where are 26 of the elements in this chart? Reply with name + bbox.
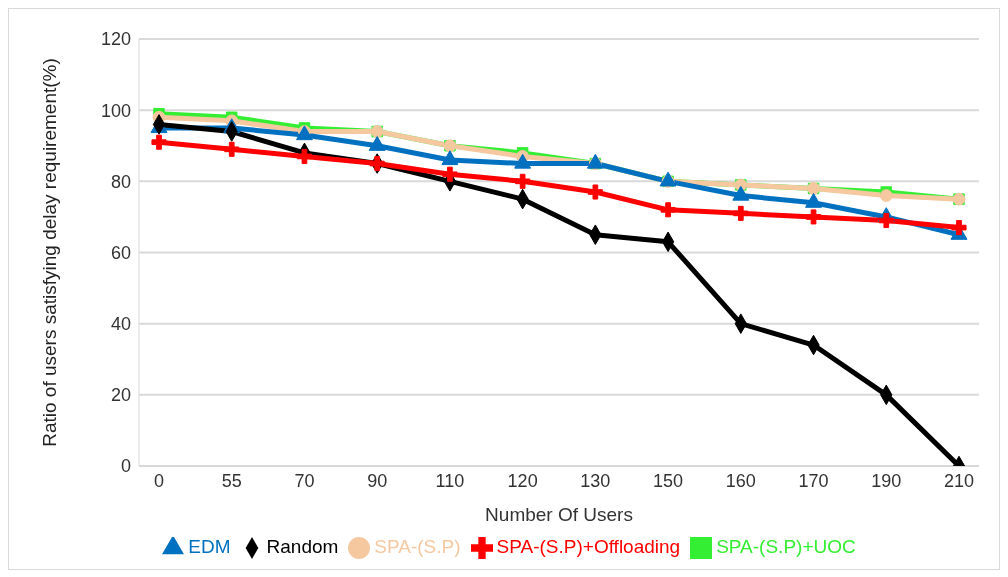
legend-label: SPA-(S.P)+Offloading (496, 536, 681, 558)
x-tick-label: 190 (871, 470, 902, 491)
y-tick-label: 60 (110, 242, 131, 263)
x-tick-label: 150 (653, 470, 684, 491)
x-tick-label: 170 (798, 470, 829, 491)
y-tick-label: 20 (110, 385, 131, 406)
y-axis-title: Ratio of users satisfying delay requirement(%) (38, 58, 60, 447)
x-tick-label: 0 (153, 470, 165, 491)
y-tick-label: 120 (100, 29, 131, 50)
x-tick-label: 120 (507, 470, 538, 491)
y-tick-label: 40 (110, 314, 131, 335)
x-tick-label: 70 (294, 470, 315, 491)
x-tick-label: 110 (435, 470, 465, 491)
y-tick-label: 0 (120, 456, 131, 477)
y-tick-label: 100 (100, 100, 131, 121)
x-tick-label: 55 (221, 470, 242, 491)
y-tick-label: 80 (110, 171, 131, 192)
x-tick-label: 210 (943, 470, 975, 491)
legend-label: EDM (188, 536, 231, 558)
x-tick-label: 160 (725, 470, 756, 491)
legend-label: Random (266, 536, 339, 558)
legend-label: SPA-(S.P)+UOC (716, 536, 856, 558)
legend-label: SPA-(S.P) (374, 536, 461, 558)
x-axis-title: Number Of Users (485, 504, 633, 526)
x-tick-label: 130 (580, 470, 611, 491)
x-tick-label: 90 (367, 470, 388, 491)
